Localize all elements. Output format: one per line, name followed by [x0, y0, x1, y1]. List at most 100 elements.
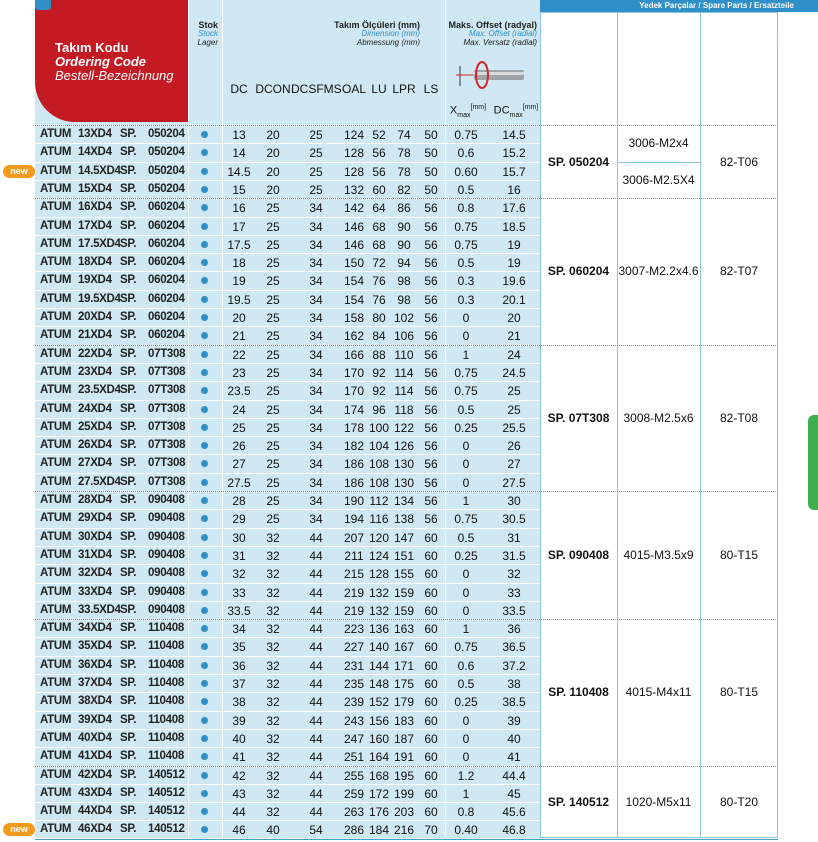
cell-value: 25: [266, 420, 280, 435]
cell-value: 175: [393, 677, 415, 691]
code-part: 32XD4: [78, 567, 112, 580]
code-part: SP.: [120, 329, 137, 342]
cell-value: 243: [343, 713, 365, 728]
cell-value: 108: [368, 457, 390, 472]
cell-value: 154: [343, 292, 365, 307]
code-part: 140512: [148, 805, 185, 818]
cell-value: 110: [394, 347, 414, 362]
cell-value: 70: [424, 823, 438, 838]
cell-value: 25: [309, 182, 323, 197]
code-part: SP.: [120, 603, 137, 616]
code-part: 110408: [148, 622, 184, 635]
cell-value: 1: [462, 494, 470, 508]
cell-value: 36: [232, 658, 246, 673]
cell-value: 0.75: [454, 640, 478, 655]
row-line: [35, 179, 540, 181]
cell-value: 68: [372, 219, 386, 234]
cell-value: 25: [266, 292, 280, 307]
cell-value: 38: [232, 695, 246, 710]
code-part: 050204: [148, 164, 185, 177]
cell-value: 0.25: [454, 420, 478, 435]
cell-value: 152: [368, 695, 390, 710]
cell-value: 227: [343, 640, 365, 655]
column-label: LPR: [392, 82, 416, 96]
code-part: ATUM: [40, 274, 72, 287]
cell-value: 176: [368, 805, 390, 820]
code-part: 34XD4: [78, 622, 112, 635]
cell-value: 147: [393, 530, 415, 545]
code-part: 090408: [148, 530, 185, 543]
cell-value: 106: [393, 329, 415, 344]
cell-value: 41: [232, 750, 246, 765]
stock-dot: [201, 387, 208, 395]
code-part: SP.: [120, 713, 137, 726]
stock-dot: [201, 515, 208, 523]
cell-value: 216: [393, 823, 415, 838]
cell-value: 128: [343, 146, 365, 161]
code-part: ATUM: [40, 146, 72, 159]
cell-value: 64: [372, 201, 386, 216]
cell-value: 82: [397, 182, 411, 197]
cell-value: 60: [424, 768, 438, 783]
cell-value: 37: [232, 677, 246, 691]
cell-value: 60: [424, 585, 438, 600]
cell-value: 56: [424, 292, 438, 307]
code-part: ATUM: [40, 567, 72, 580]
cell-value: 0.6: [457, 146, 475, 161]
cell-value: 60: [424, 548, 438, 563]
cell-value: 20: [266, 164, 280, 179]
cell-value: 90: [397, 237, 411, 252]
cell-value: 1: [462, 786, 470, 801]
cell-value: 60: [424, 677, 438, 691]
cell-value: 0.5: [457, 402, 475, 417]
code-part: 16XD4: [78, 201, 112, 214]
code-part: 07T308: [148, 365, 186, 378]
cell-value: 34: [309, 274, 323, 289]
spare-bg: [540, 12, 778, 838]
new-badge: new: [3, 164, 35, 178]
cell-value: 19: [232, 274, 246, 289]
row-line: [35, 271, 540, 273]
cell-value: 150: [343, 256, 365, 271]
row-line: [35, 436, 540, 438]
code-part: ATUM: [40, 347, 72, 360]
cell-value: 56: [424, 512, 438, 527]
cell-value: 25: [266, 347, 280, 362]
code-part: ATUM: [40, 457, 72, 470]
code-part: 07T308: [148, 475, 186, 488]
stock-dot: [201, 277, 208, 285]
cell-value: 44: [309, 731, 323, 746]
cell-value: 118: [394, 402, 414, 417]
cell-value: 38: [507, 677, 521, 691]
cell-value: 0: [462, 603, 470, 618]
cell-value: 25: [266, 402, 280, 417]
key-code: 80-T15: [719, 548, 759, 563]
code-part: SP.: [120, 347, 137, 360]
cell-value: 46.8: [502, 823, 526, 838]
cell-value: 44.4: [502, 768, 526, 783]
code-part: ATUM: [40, 384, 72, 397]
cell-value: 33: [232, 585, 246, 600]
stock-dot: [201, 314, 208, 321]
code-part: SP.: [120, 622, 137, 635]
cell-value: 20.1: [502, 292, 526, 307]
stock-dot: [201, 368, 208, 376]
stock-dot: [201, 716, 208, 724]
cell-value: 0.40: [454, 823, 478, 838]
code-part: SP.: [120, 182, 137, 195]
cell-value: 56: [424, 329, 438, 344]
cell-value: 56: [424, 475, 438, 490]
code-part: SP.: [120, 256, 137, 269]
code-part: SP.: [120, 237, 137, 250]
cell-value: 25: [266, 237, 280, 252]
code-part: ATUM: [40, 548, 72, 561]
cell-value: 68: [372, 237, 386, 252]
cell-value: 179: [393, 695, 415, 710]
cell-value: 167: [393, 640, 415, 655]
code-part: 110408: [148, 677, 184, 689]
cell-value: 186: [343, 457, 365, 472]
row-line: [35, 783, 540, 785]
stock-dot: [201, 167, 208, 175]
cell-value: 76: [372, 292, 386, 307]
group-line: [35, 125, 778, 126]
